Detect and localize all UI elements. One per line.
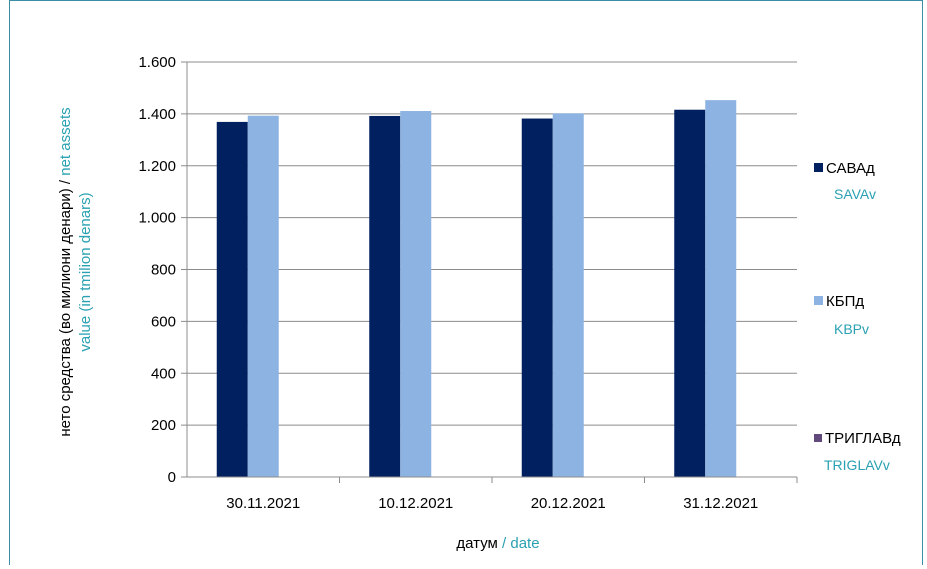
legend-label-kbp-alt: KBPv: [834, 321, 869, 337]
y-tick-label: 0: [168, 469, 176, 486]
x-tick-label: 10.12.2021: [378, 495, 453, 512]
bar: [216, 121, 248, 478]
bars: [216, 100, 737, 478]
x-tick-label: 20.12.2021: [531, 495, 606, 512]
axes: [186, 62, 798, 483]
x-tick-label: 31.12.2021: [683, 495, 758, 512]
legend-swatch-triglav: [814, 434, 822, 442]
chart-frame: [9, 0, 923, 565]
legend-label-sava: САВАд: [826, 160, 875, 177]
x-tick-label: 30.11.2021: [226, 495, 300, 512]
y-tick-label: 1.600: [138, 54, 176, 71]
y-tick-label: 1.000: [138, 210, 176, 227]
x-axis-label-main: датум: [456, 535, 497, 552]
y-axis-label-alt1: net assets: [57, 107, 74, 175]
legend: САВАд SAVAv КБПд KBPv ТРИГЛАВд TRIGLAVv: [814, 160, 901, 473]
y-tick-label: 600: [151, 313, 176, 330]
bar: [552, 113, 584, 477]
bar: [674, 109, 706, 477]
y-tick-label: 1.200: [138, 158, 176, 175]
bar: [400, 111, 432, 477]
x-axis-label-alt: / date: [498, 535, 540, 552]
y-axis-label-alt2: value (in tmilion denars): [77, 192, 94, 351]
y-tick-label: 400: [151, 365, 176, 382]
x-tick-labels: 30.11.2021 10.12.2021 20.12.2021 31.12.2021: [226, 495, 758, 512]
bar: [521, 118, 553, 477]
x-axis-label: датум / date: [456, 535, 539, 552]
bar: [369, 115, 401, 477]
y-axis-label-line1: нето средства (во милиони денари) / net …: [57, 107, 74, 436]
bar: [247, 115, 279, 478]
y-tick-label: 200: [151, 417, 176, 434]
bar: [705, 100, 737, 478]
legend-label-triglav: ТРИГЛАВд: [825, 430, 901, 447]
legend-label-triglav-alt: TRIGLAVv: [824, 457, 890, 473]
legend-label-sava-alt: SAVAv: [834, 186, 876, 202]
y-tick-labels: 0 200 400 600 800 1.000 1.200 1.400 1.600: [138, 54, 176, 486]
legend-swatch-sava: [814, 163, 823, 172]
legend-label-kbp: КБПд: [826, 293, 864, 310]
y-tick-label: 1.400: [138, 106, 176, 123]
legend-swatch-kbp: [814, 296, 823, 305]
y-tick-label: 800: [151, 262, 176, 279]
y-axis-label-main: нето средства (во милиони денари): [57, 188, 74, 436]
y-axis-label-sep: /: [57, 176, 74, 189]
